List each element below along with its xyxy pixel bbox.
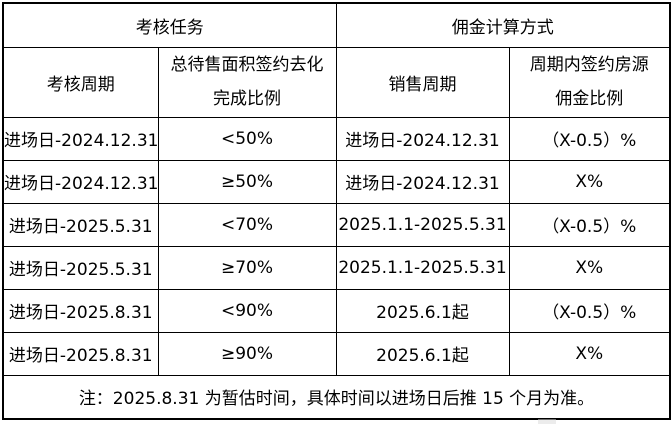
header-commission-rate: 周期内签约房源 佣金比例	[508, 46, 671, 118]
cell-sales-period: 2025.1.1-2025.5.31	[335, 245, 510, 290]
table-row: 进场日-2024.12.31 <50% 进场日-2024.12.31 （X-0.…	[2, 116, 671, 161]
cell-assessment-period: 进场日-2024.12.31	[2, 159, 159, 204]
cell-commission-rate: （X-0.5）%	[508, 288, 671, 333]
cell-completion-ratio: <70%	[157, 202, 337, 247]
header-group-task: 考核任务	[2, 2, 337, 48]
commission-table: 考核任务 佣金计算方式 考核周期 总待售面积签约去化 完成比例 销售周期 周期内…	[2, 2, 671, 420]
cell-sales-period: 2025.1.1-2025.5.31	[335, 202, 510, 247]
cell-commission-rate: X%	[508, 159, 671, 204]
cell-commission-rate: （X-0.5）%	[508, 202, 671, 247]
cell-completion-ratio: ≥50%	[157, 159, 337, 204]
cell-assessment-period: 进场日-2025.8.31	[2, 288, 159, 333]
cell-completion-ratio: ≥70%	[157, 245, 337, 290]
cell-commission-rate: （X-0.5）%	[508, 116, 671, 161]
header-completion-ratio-line2: 完成比例	[213, 89, 281, 109]
header-group-commission: 佣金计算方式	[335, 2, 671, 48]
header-commission-rate-line1: 周期内签约房源	[529, 55, 649, 75]
table-row: 进场日-2025.8.31 <90% 2025.6.1起 （X-0.5）%	[2, 288, 671, 333]
cell-sales-period: 进场日-2024.12.31	[335, 116, 510, 161]
table-resize-handle-artifact	[538, 419, 556, 424]
table-row-note: 注：2025.8.31 为暂估时间，具体时间以进场日后推 15 个月为准。	[2, 374, 671, 420]
table-row: 进场日-2025.5.31 ≥70% 2025.1.1-2025.5.31 X%	[2, 245, 671, 290]
header-sales-period: 销售周期	[335, 46, 510, 118]
table-row: 进场日-2025.5.31 <70% 2025.1.1-2025.5.31 （X…	[2, 202, 671, 247]
header-assessment-period: 考核周期	[2, 46, 159, 118]
cell-sales-period: 2025.6.1起	[335, 288, 510, 333]
cell-sales-period: 2025.6.1起	[335, 331, 510, 376]
cell-assessment-period: 进场日-2024.12.31	[2, 116, 159, 161]
cell-completion-ratio: ≥90%	[157, 331, 337, 376]
cell-completion-ratio: <50%	[157, 116, 337, 161]
table-row-header-groups: 考核任务 佣金计算方式	[2, 2, 671, 48]
table-row: 进场日-2024.12.31 ≥50% 进场日-2024.12.31 X%	[2, 159, 671, 204]
table-row-subheaders: 考核周期 总待售面积签约去化 完成比例 销售周期 周期内签约房源 佣金比例	[2, 46, 671, 118]
header-completion-ratio: 总待售面积签约去化 完成比例	[157, 46, 337, 118]
cell-sales-period: 进场日-2024.12.31	[335, 159, 510, 204]
table-row: 进场日-2025.8.31 ≥90% 2025.6.1起 X%	[2, 331, 671, 376]
note-text: 注：2025.8.31 为暂估时间，具体时间以进场日后推 15 个月为准。	[2, 374, 671, 420]
header-commission-rate-line2: 佣金比例	[555, 89, 624, 109]
cell-assessment-period: 进场日-2025.5.31	[2, 245, 159, 290]
cell-commission-rate: X%	[508, 245, 671, 290]
cell-commission-rate: X%	[508, 331, 671, 376]
header-completion-ratio-line1: 总待售面积签约去化	[170, 55, 324, 75]
cell-assessment-period: 进场日-2025.5.31	[2, 202, 159, 247]
cell-completion-ratio: <90%	[157, 288, 337, 333]
cell-assessment-period: 进场日-2025.8.31	[2, 331, 159, 376]
